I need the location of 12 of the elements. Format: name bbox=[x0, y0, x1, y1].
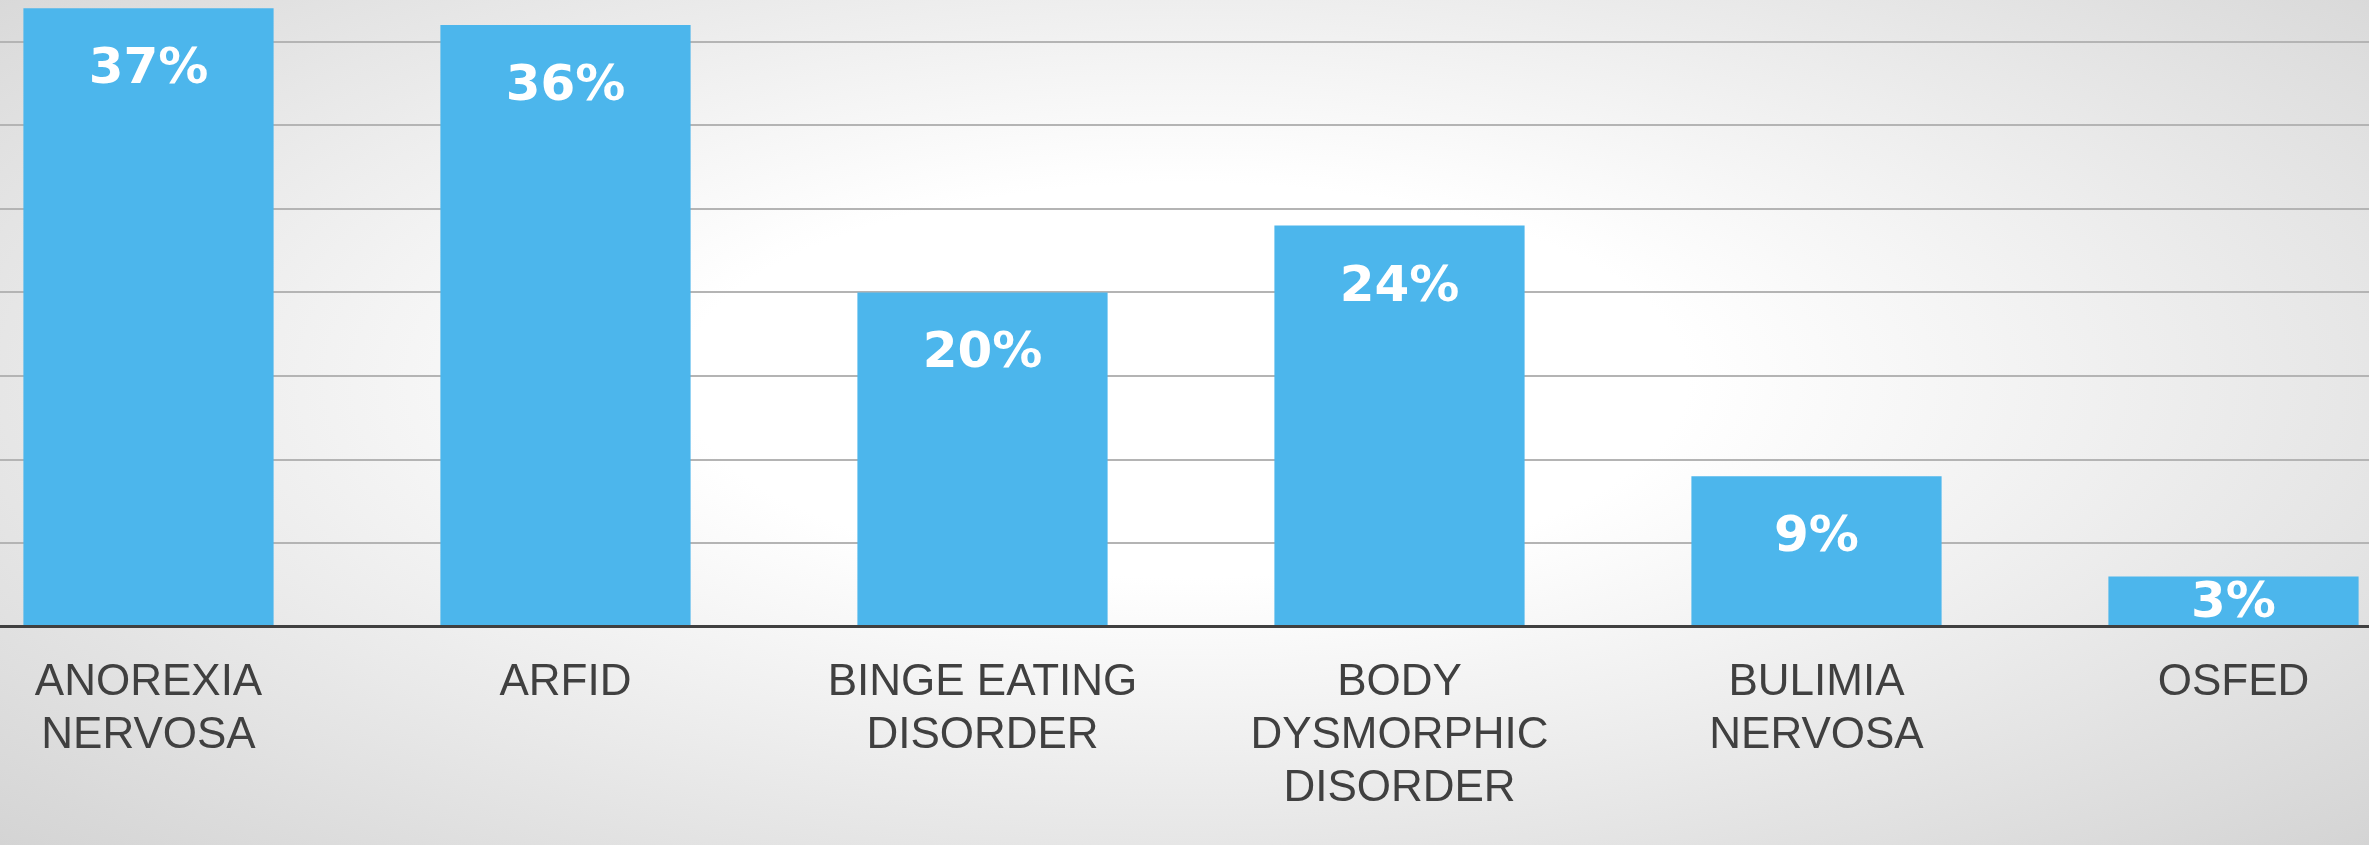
x-tick-label: BINGE EATING DISORDER bbox=[827, 655, 1138, 757]
data-label: 3% bbox=[2191, 570, 2276, 629]
x-tick-label: BULIMIA NERVOSA bbox=[1709, 655, 1925, 757]
data-label: 24% bbox=[1339, 254, 1460, 313]
x-tick-label: BODY DYSMORPHIC DISORDER bbox=[1250, 655, 1549, 810]
x-tick-label: ANOREXIA NERVOSA bbox=[34, 655, 263, 757]
x-tick-label: OSFED bbox=[2157, 655, 2310, 705]
data-label: 20% bbox=[922, 321, 1043, 380]
data-label: 9% bbox=[1774, 505, 1859, 564]
data-label: 37% bbox=[88, 37, 209, 96]
data-label: 36% bbox=[505, 54, 626, 113]
x-tick-label: ARFID bbox=[499, 655, 632, 705]
